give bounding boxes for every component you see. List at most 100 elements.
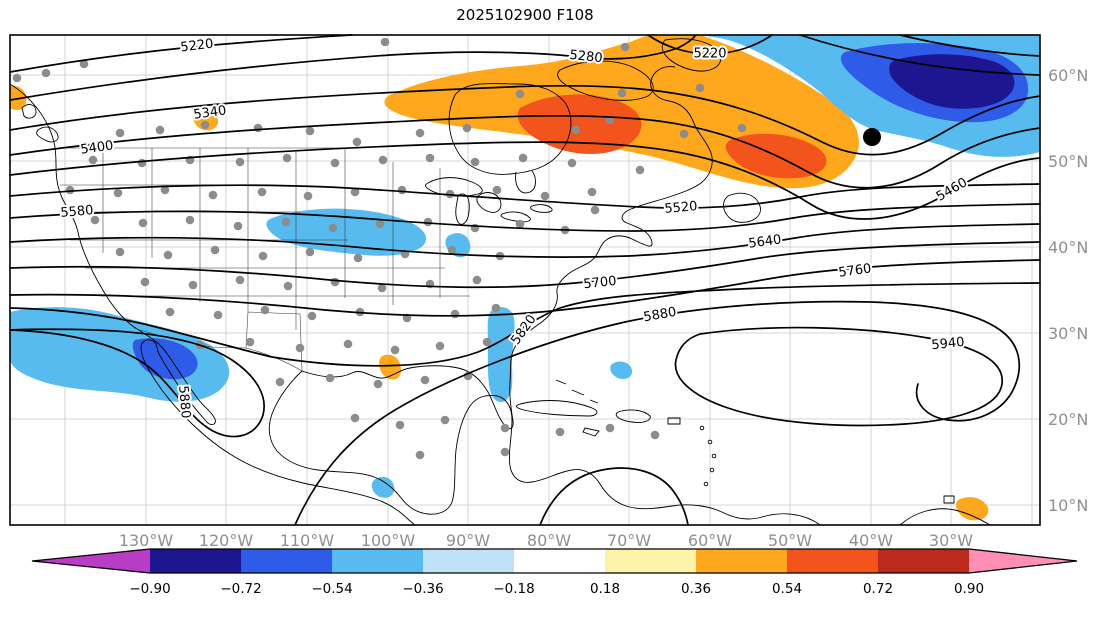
y-tick-label: 60°N <box>1048 66 1088 85</box>
contour-label: 5520 <box>664 199 698 217</box>
station-dot <box>305 247 315 257</box>
station-dot <box>635 165 645 175</box>
station-dot <box>450 309 460 319</box>
colorbar-tick-label: −0.36 <box>402 581 443 597</box>
colorbar-tick-label: −0.90 <box>129 581 170 597</box>
station-dot <box>79 59 89 69</box>
station-dot <box>482 337 492 347</box>
storm-marker-layer <box>863 128 881 146</box>
arctic-islands <box>557 38 722 101</box>
map-frame <box>9 34 1041 526</box>
station-dot <box>163 250 173 260</box>
station-dot <box>208 190 218 200</box>
station-dot <box>650 430 660 440</box>
station-dot <box>115 247 125 257</box>
colorbar-band <box>696 549 787 573</box>
colorbar-tick-label: −0.18 <box>493 581 534 597</box>
hispaniola <box>582 409 681 437</box>
contour-label: 5280 <box>569 48 603 66</box>
station-dot <box>283 281 293 291</box>
great-lakes <box>425 177 553 225</box>
contour-label: 5400 <box>80 138 115 157</box>
contour-label: 5640 <box>748 232 783 251</box>
x-tick-label: 90°W <box>446 531 490 550</box>
negative-anomaly-patch <box>487 307 515 403</box>
station-dot <box>425 153 435 163</box>
negative-anomaly-patch <box>371 476 395 498</box>
colorbar-tick-label: −0.72 <box>220 581 261 597</box>
colorbar-tick-label: 0.18 <box>590 581 620 597</box>
station-dot <box>155 125 165 135</box>
positive-anomaly-patch <box>193 108 219 131</box>
x-tick-label: 50°W <box>768 531 812 550</box>
storm-marker <box>863 128 881 146</box>
station-dot <box>210 245 220 255</box>
colorbar-band <box>150 549 241 573</box>
station-dot <box>415 450 425 460</box>
colorbar-over-arrow <box>969 549 1077 573</box>
station-dot <box>275 377 285 387</box>
cuba <box>516 400 598 417</box>
colorbar-tick-label: 0.54 <box>772 581 802 597</box>
y-tick-label: 40°N <box>1048 238 1088 257</box>
station-dot <box>555 427 565 437</box>
contour-label: 5940 <box>931 335 965 353</box>
colorbar-outline <box>31 548 1078 574</box>
station-dot <box>440 415 450 425</box>
contour-label: 5340 <box>193 103 228 122</box>
colorbar-tick-label: 0.36 <box>681 581 711 597</box>
station-dot <box>113 188 123 198</box>
station-dot <box>137 158 147 168</box>
station-dot <box>165 307 175 317</box>
figure-title: 2025102900 F108 <box>456 6 593 24</box>
negative-anomaly-region <box>10 307 230 402</box>
vancouver-island <box>21 104 59 143</box>
colorbar-tick-label: 0.90 <box>954 581 984 597</box>
colorbar-band <box>514 549 605 573</box>
station-dot <box>515 89 525 99</box>
station-dot <box>253 123 263 133</box>
station-dot <box>353 253 363 263</box>
station-dot <box>330 158 340 168</box>
x-tick-label: 130°W <box>119 531 174 550</box>
station-dot <box>679 129 689 139</box>
station-dot <box>235 157 245 167</box>
station-dot <box>281 217 291 227</box>
station-dot <box>567 158 577 168</box>
station-dot <box>295 343 305 353</box>
station-dot <box>185 215 195 225</box>
contour-label: 5760 <box>838 261 873 280</box>
station-dot <box>233 221 243 231</box>
colorbar-band <box>241 549 332 573</box>
station-dot <box>305 126 315 136</box>
colorbar: −0.90 −0.72 −0.54 −0.36 −0.18 0.18 0.36 0.54 0.7… <box>31 548 1078 597</box>
east-coast <box>301 66 713 430</box>
station-dot <box>282 153 292 163</box>
station-dot <box>518 153 528 163</box>
contour-label: 5220 <box>693 47 726 62</box>
station-dot <box>65 185 75 195</box>
station-dot <box>737 123 747 133</box>
contour-label: 5460 <box>934 175 970 205</box>
lesser-antilles <box>699 425 717 487</box>
contour-label: 5880 <box>642 305 677 326</box>
station-dot <box>352 137 362 147</box>
negative-anomaly-patch <box>610 361 633 380</box>
contour-label: 5700 <box>583 274 617 292</box>
station-dot <box>590 205 600 215</box>
contour-label: 5580 <box>60 203 94 221</box>
station-dot <box>375 219 385 229</box>
x-axis-ticks: 130°W 120°W 110°W 100°W 90°W 80°W 70°W 60°W 50°W… <box>119 531 973 550</box>
station-dot <box>343 339 353 349</box>
colorbar-under-arrow <box>32 549 150 573</box>
station-dot <box>373 379 383 389</box>
station-dot <box>470 157 480 167</box>
station-dot <box>380 37 390 47</box>
y-tick-label: 10°N <box>1048 496 1088 515</box>
colorbar-tick-label: 0.72 <box>863 581 893 597</box>
station-dot <box>390 345 400 355</box>
station-dot <box>500 423 510 433</box>
positive-anomaly-patch <box>955 497 989 521</box>
colorbar-band <box>605 549 696 573</box>
